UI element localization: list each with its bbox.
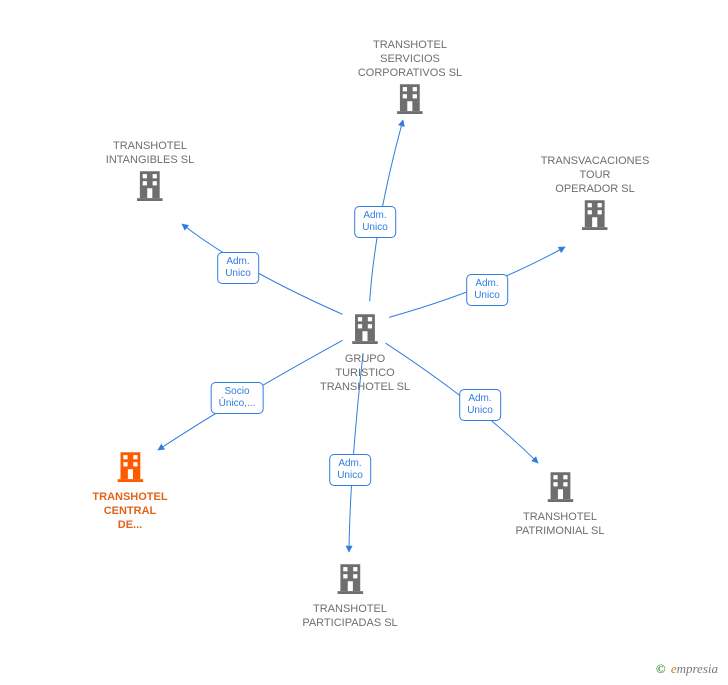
node-top[interactable]: TRANSHOTEL SERVICIOS CORPORATIVOS SL xyxy=(358,34,462,118)
edge-label: Socio Único,... xyxy=(211,382,264,414)
edge-label: Adm. Unico xyxy=(354,206,396,238)
node-left_lower[interactable]: TRANSHOTEL CENTRAL DE... xyxy=(92,448,167,532)
node-left_upper[interactable]: TRANSHOTEL INTANGIBLES SL xyxy=(106,135,194,205)
node-bottom[interactable]: TRANSHOTEL PARTICIPADAS SL xyxy=(302,560,397,630)
node-label: TRANSHOTEL INTANGIBLES SL xyxy=(106,139,194,167)
watermark: © empresia xyxy=(656,661,718,677)
node-label: TRANSHOTEL SERVICIOS CORPORATIVOS SL xyxy=(358,38,462,80)
node-right_lower[interactable]: TRANSHOTEL PATRIMONIAL SL xyxy=(515,468,604,538)
building-icon xyxy=(133,167,167,201)
edge-label: Adm. Unico xyxy=(466,274,508,306)
edge-label: Adm. Unico xyxy=(329,454,371,486)
node-label: TRANSVACACIONES TOUR OPERADOR SL xyxy=(541,154,650,196)
node-label: GRUPO TURISTICO TRANSHOTEL SL xyxy=(320,352,410,394)
edge-label: Adm. Unico xyxy=(217,252,259,284)
node-label: TRANSHOTEL CENTRAL DE... xyxy=(92,490,167,532)
building-icon xyxy=(393,80,427,114)
node-label: TRANSHOTEL PATRIMONIAL SL xyxy=(515,510,604,538)
copyright-symbol: © xyxy=(656,661,666,676)
node-center[interactable]: GRUPO TURISTICO TRANSHOTEL SL xyxy=(320,310,410,394)
building-icon xyxy=(333,560,367,594)
edge-label: Adm. Unico xyxy=(459,389,501,421)
corporate-network-diagram: GRUPO TURISTICO TRANSHOTEL SL TRANSHOTEL … xyxy=(0,0,728,685)
edge-line xyxy=(182,224,342,314)
node-right_upper[interactable]: TRANSVACACIONES TOUR OPERADOR SL xyxy=(541,150,650,234)
building-icon xyxy=(543,468,577,502)
node-label: TRANSHOTEL PARTICIPADAS SL xyxy=(302,602,397,630)
building-icon xyxy=(578,196,612,230)
watermark-rest: mpresia xyxy=(677,661,718,676)
building-icon xyxy=(348,310,382,344)
building-icon xyxy=(113,448,147,482)
